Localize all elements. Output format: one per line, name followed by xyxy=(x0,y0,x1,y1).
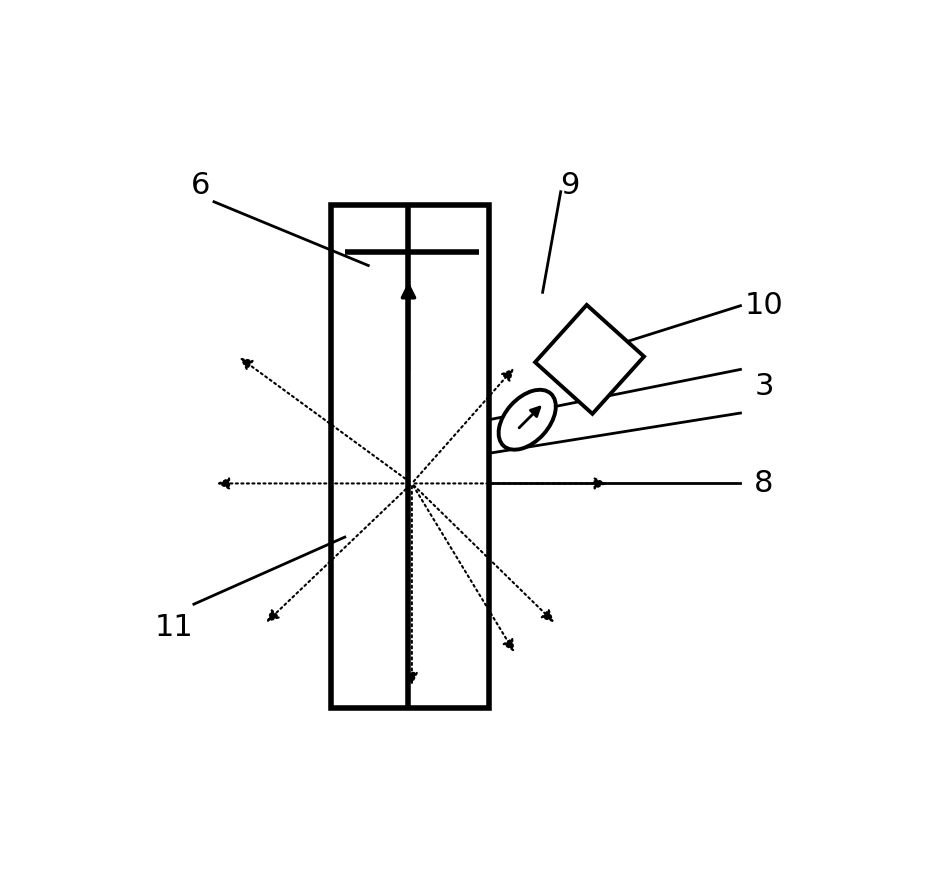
Text: 9: 9 xyxy=(560,171,579,199)
Text: 11: 11 xyxy=(154,613,193,642)
Bar xyxy=(535,305,644,414)
Text: 6: 6 xyxy=(191,171,210,199)
Ellipse shape xyxy=(499,390,556,449)
Text: 3: 3 xyxy=(754,372,774,401)
Text: 10: 10 xyxy=(744,291,783,321)
FancyBboxPatch shape xyxy=(331,206,489,708)
Text: 8: 8 xyxy=(754,469,774,498)
